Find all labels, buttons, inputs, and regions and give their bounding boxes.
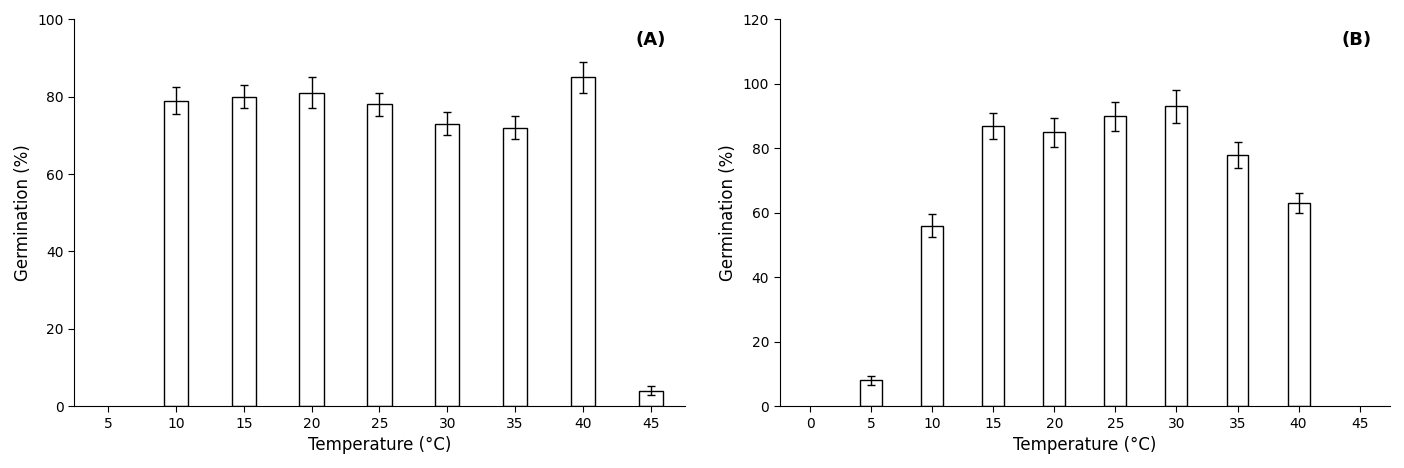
Y-axis label: Germination (%): Germination (%) — [719, 145, 737, 281]
Bar — [299, 93, 324, 406]
Bar — [1227, 155, 1248, 406]
Text: (A): (A) — [636, 31, 667, 49]
X-axis label: Temperature (°C): Temperature (°C) — [1014, 436, 1157, 454]
Bar — [232, 97, 256, 406]
Bar — [639, 391, 663, 406]
Bar — [983, 126, 1004, 406]
Bar — [1043, 132, 1066, 406]
Bar — [570, 77, 595, 406]
Bar — [164, 101, 188, 406]
X-axis label: Temperature (°C): Temperature (°C) — [307, 436, 451, 454]
Bar — [503, 128, 528, 406]
Y-axis label: Germination (%): Germination (%) — [14, 145, 32, 281]
Text: (B): (B) — [1342, 31, 1372, 49]
Bar — [921, 226, 943, 406]
Bar — [1105, 116, 1126, 406]
Bar — [435, 124, 459, 406]
Bar — [1287, 203, 1310, 406]
Bar — [1165, 106, 1188, 406]
Bar — [368, 104, 392, 406]
Bar — [861, 380, 882, 406]
